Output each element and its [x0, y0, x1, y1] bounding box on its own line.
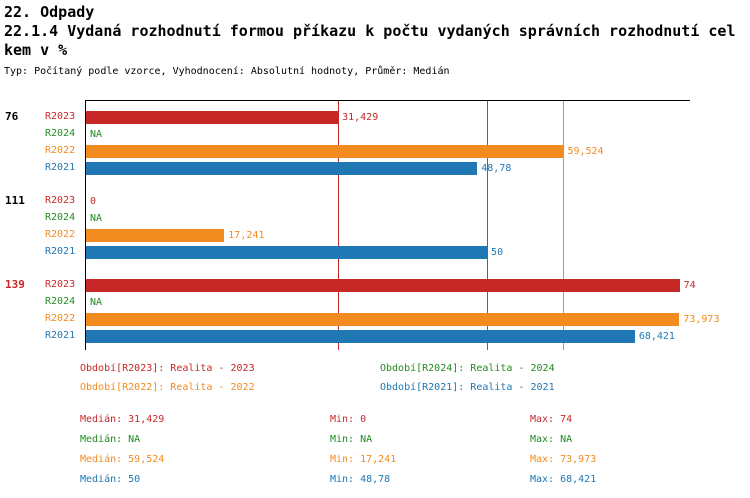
bar-value-111-r2024: NA	[90, 213, 103, 224]
section-title: 22. Odpady	[4, 3, 95, 21]
series-label-r2021: R2021	[45, 246, 76, 257]
bar-139-r2022	[86, 313, 680, 326]
series-label-r2022: R2022	[45, 313, 76, 324]
median-line-r2022	[563, 101, 565, 350]
series-label-r2022: R2022	[45, 229, 76, 240]
stat-median-r2022: Medián: 59,524	[80, 454, 165, 465]
series-label-r2021: R2021	[45, 162, 76, 173]
stat-min-r2024: Min: NA	[330, 434, 373, 445]
group-label-76: 76	[5, 110, 19, 123]
legend-item-r2021: Období[R2021]: Realita - 2021	[380, 382, 555, 393]
bar-value-139-r2024: NA	[90, 297, 103, 308]
series-label-r2024: R2024	[45, 212, 76, 223]
bar-value-111-r2022: 17,241	[228, 230, 265, 241]
report-header: 22. Odpady 22.1.4 Vydaná rozhodnutí form…	[4, 3, 736, 78]
bar-76-r2023	[86, 111, 339, 124]
legend-item-r2022: Období[R2022]: Realita - 2022	[80, 382, 255, 393]
plot-area: 31,429 NA 59,524 48,78 0 NA 17,241 50 74 NA 73,973…	[85, 100, 719, 350]
group-label-139: 139	[5, 278, 25, 291]
legend-item-r2023: Období[R2023]: Realita - 2023	[80, 363, 255, 374]
stat-median-r2023: Medián: 31,429	[80, 414, 165, 425]
row-labels: 76 R2023 R2024 R2022 R2021 111 R2023 R2024 R2022…	[0, 100, 85, 350]
stats-table: Medián: 31,429 Min: 0 Max: 74 Medián: NA Min…	[0, 413, 750, 498]
series-label-r2021: R2021	[45, 330, 76, 341]
chart-subtitle: Typ: Počítaný podle vzorce, Vyhodnocení:…	[4, 66, 450, 77]
stat-min-r2023: Min: 0	[330, 414, 367, 425]
chart-title-line2: kem v %	[4, 41, 68, 59]
series-label-r2024: R2024	[45, 128, 76, 139]
chart-legend: Období[R2023]: Realita - 2023 Období[R202…	[0, 362, 750, 404]
stat-max-r2021: Max: 68,421	[530, 474, 597, 485]
bar-value-76-r2021: 48,78	[481, 163, 512, 174]
stat-min-r2021: Min: 48,78	[330, 474, 391, 485]
series-label-r2022: R2022	[45, 145, 76, 156]
bar-value-76-r2022: 59,524	[567, 146, 604, 157]
bar-76-r2021	[86, 162, 478, 175]
bar-139-r2021	[86, 330, 635, 343]
stat-max-r2023: Max: 74	[530, 414, 573, 425]
bar-value-139-r2021: 68,421	[638, 331, 675, 342]
series-label-r2023: R2023	[45, 279, 76, 290]
stat-max-r2022: Max: 73,973	[530, 454, 597, 465]
bar-76-r2022	[86, 145, 564, 158]
legend-item-r2024: Období[R2024]: Realita - 2024	[380, 363, 555, 374]
bar-value-76-r2023: 31,429	[342, 112, 379, 123]
bar-111-r2021	[86, 246, 488, 259]
bar-value-111-r2021: 50	[491, 247, 504, 258]
stat-median-r2021: Medián: 50	[80, 474, 141, 485]
bar-value-139-r2023: 74	[683, 280, 696, 291]
chart-title-line1: 22.1.4 Vydaná rozhodnutí formou příkazu …	[4, 22, 736, 40]
stat-max-r2024: Max: NA	[530, 434, 573, 445]
series-label-r2023: R2023	[45, 195, 76, 206]
series-label-r2024: R2024	[45, 296, 76, 307]
median-line-r2023	[338, 101, 340, 350]
series-label-r2023: R2023	[45, 111, 76, 122]
bar-value-76-r2024: NA	[90, 129, 103, 140]
stat-median-r2024: Medián: NA	[80, 434, 141, 445]
bar-chart: 76 R2023 R2024 R2022 R2021 111 R2023 R2024 R2022…	[0, 100, 750, 350]
bar-value-111-r2023: 0	[90, 196, 97, 207]
median-line-r2021	[487, 101, 489, 350]
group-label-111: 111	[5, 194, 25, 207]
stat-min-r2022: Min: 17,241	[330, 454, 397, 465]
bar-111-r2022	[86, 229, 225, 242]
bar-139-r2023	[86, 279, 680, 292]
bar-value-139-r2022: 73,973	[683, 314, 720, 325]
